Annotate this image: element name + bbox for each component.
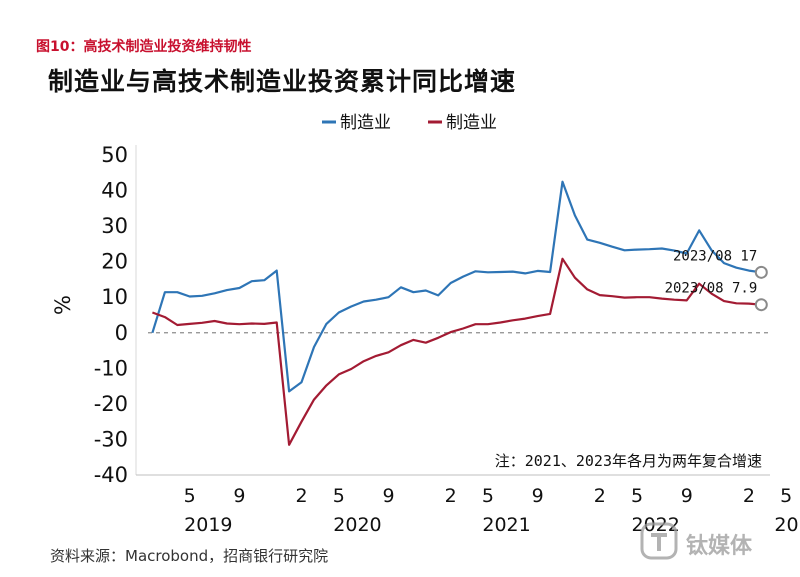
watermark-text: 钛媒体 bbox=[686, 534, 753, 559]
x-tick-label: 5 bbox=[780, 485, 792, 507]
series-line-0 bbox=[151, 180, 762, 393]
y-tick-label: 10 bbox=[101, 285, 128, 309]
series-end-marker bbox=[754, 265, 768, 279]
x-tick-label: 5 bbox=[631, 485, 643, 507]
y-tick-label: 20 bbox=[101, 250, 128, 274]
x-tick-label: 5 bbox=[184, 485, 196, 507]
series-line-1 bbox=[152, 257, 762, 446]
x-tick-label: 9 bbox=[532, 485, 544, 507]
y-tick-label: 0 bbox=[115, 321, 128, 345]
x-year-label: 2020 bbox=[333, 514, 381, 536]
figure-label: 图10：高技术制造业投资维持韧性 bbox=[36, 39, 252, 55]
watermark-icon bbox=[640, 522, 678, 560]
chart-note: 注：2021、2023年各月为两年复合增速 bbox=[495, 452, 762, 470]
x-year-label: 2021 bbox=[482, 514, 530, 536]
chart-title: 制造业与高技术制造业投资累计同比增速 bbox=[48, 67, 517, 96]
x-tick-label: 5 bbox=[482, 485, 494, 507]
y-axis-ticks: 50 40 30 20 10 0 -10 -20 -30 -40 bbox=[94, 143, 137, 487]
series-lines bbox=[151, 180, 762, 446]
series-end-label: 2023/08 7.9 bbox=[665, 281, 758, 297]
y-tick-label: -10 bbox=[94, 356, 128, 380]
x-year-label: 2019 bbox=[184, 514, 232, 536]
source-note: 资料来源：Macrobond，招商银行研究院 bbox=[50, 547, 329, 565]
end-markers: 2023/08 17 2023/08 7.9 bbox=[665, 248, 768, 312]
x-year-label: 2023 bbox=[774, 514, 800, 536]
series-end-marker bbox=[754, 298, 768, 312]
y-tick-label: -40 bbox=[94, 463, 128, 487]
legend-label-high-tech: 制造业 bbox=[446, 113, 497, 133]
y-axis-label: % bbox=[51, 295, 75, 315]
y-tick-label: 50 bbox=[101, 143, 128, 167]
x-tick-label: 9 bbox=[233, 485, 245, 507]
y-tick-label: -20 bbox=[94, 392, 128, 416]
series-end-label: 2023/08 17 bbox=[673, 248, 757, 264]
x-tick-label: 9 bbox=[382, 485, 394, 507]
x-tick-label: 2 bbox=[594, 485, 606, 507]
x-tick-label: 2 bbox=[445, 485, 457, 507]
y-tick-label: 40 bbox=[101, 179, 128, 203]
x-tick-label: 2 bbox=[295, 485, 307, 507]
watermark-logo: 钛媒体 bbox=[640, 520, 780, 564]
x-axis: 5925925925925920192020202120222023 bbox=[136, 474, 800, 536]
y-tick-label: 30 bbox=[101, 214, 128, 238]
legend: 制造业 制造业 bbox=[322, 113, 497, 133]
y-tick-label: -30 bbox=[94, 427, 128, 451]
x-tick-label: 2 bbox=[743, 485, 755, 507]
legend-label-manufacturing: 制造业 bbox=[340, 113, 391, 133]
x-tick-label: 9 bbox=[681, 485, 693, 507]
x-tick-label: 5 bbox=[333, 485, 345, 507]
